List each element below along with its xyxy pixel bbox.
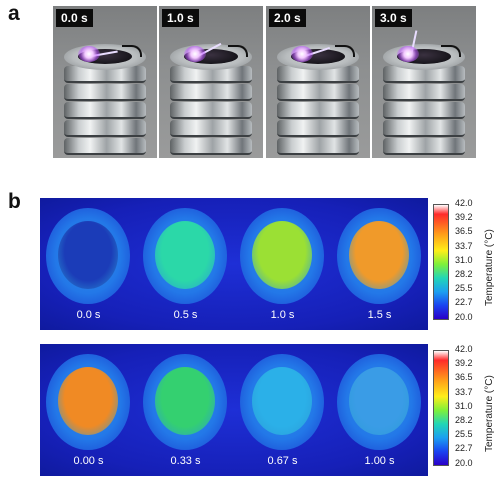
colorbar-tick: 36.5 (455, 372, 473, 383)
thermal-time-label: 1.5 s (367, 309, 392, 321)
thermal-frame: 0.67 s (234, 344, 331, 476)
colorbar-tick: 42.0 (455, 344, 473, 354)
photo-time-label: 3.0 s (375, 9, 412, 27)
magnet-disc (383, 138, 465, 155)
magnet-disc (64, 138, 146, 155)
colorbar-tick: 28.2 (455, 269, 473, 279)
magnet-disc (170, 120, 252, 137)
magnet-stack (383, 30, 465, 158)
rotation-arrow-icon (441, 45, 461, 57)
photo-frame: 1.0 s (159, 6, 263, 158)
thermal-time-label: 0.00 s (73, 455, 104, 467)
thermal-frame: 1.0 s (234, 198, 331, 330)
magnet-disc (383, 120, 465, 137)
colorbar-tick: 42.0 (455, 198, 473, 208)
colorbar-tick: 39.2 (455, 212, 473, 223)
colorbar-tick: 31.0 (455, 400, 473, 411)
laser-glow (184, 46, 206, 62)
magnet-stack (277, 44, 359, 158)
colorbar-tick: 25.5 (455, 283, 473, 294)
photo-frame: 3.0 s (372, 6, 476, 158)
thermal-time-label: 0.67 s (267, 455, 298, 467)
thermal-sample (349, 367, 409, 435)
thermal-strip-heating: 0.0 s 0.5 s 1.0 s 1.5 s (40, 198, 428, 330)
colorbar-title-cooling: Temperature (°C) (484, 375, 495, 452)
photo-time-label: 2.0 s (269, 9, 306, 27)
magnet-disc (277, 138, 359, 155)
colorbar-cooling (433, 350, 449, 466)
thermal-sample (58, 367, 118, 435)
magnet-disc (170, 138, 252, 155)
magnet-disc (170, 66, 252, 83)
magnet-disc (64, 120, 146, 137)
colorbar-tick: 22.7 (455, 297, 473, 308)
thermal-sample (58, 221, 118, 289)
magnet-disc (277, 84, 359, 101)
colorbar-tick: 31.0 (455, 254, 473, 265)
thermal-frame: 0.5 s (137, 198, 234, 330)
thermal-time-label: 0.0 s (76, 309, 101, 321)
thermal-strip-cooling: 0.00 s 0.33 s 0.67 s 1.00 s (40, 344, 428, 476)
colorbar-tick: 28.2 (455, 415, 473, 425)
colorbar-tick: 22.7 (455, 443, 473, 454)
colorbar-heating (433, 204, 449, 320)
colorbar-tick: 33.7 (455, 386, 473, 397)
panel-label-b: b (8, 190, 21, 213)
thermal-sample (252, 221, 312, 289)
laser-glow (78, 46, 100, 62)
magnet-disc (64, 84, 146, 101)
colorbar-tick: 33.7 (455, 240, 473, 251)
thermal-time-label: 0.33 s (170, 455, 201, 467)
colorbar-tick: 20.0 (455, 311, 473, 322)
colorbar-ticks-heating: 42.0 39.2 36.5 33.7 31.0 28.2 25.5 22.7 20.0 (455, 198, 485, 326)
laser-glow (397, 46, 419, 62)
magnet-disc (170, 102, 252, 119)
panel-label-a: a (8, 2, 20, 25)
thermal-time-label: 1.0 s (270, 309, 295, 321)
thermal-frame: 1.00 s (331, 344, 428, 476)
thermal-sample (252, 367, 312, 435)
magnet-disc (170, 84, 252, 101)
photo-time-label: 1.0 s (162, 9, 199, 27)
thermal-sample (349, 221, 409, 289)
thermal-time-label: 0.5 s (173, 309, 198, 321)
magnet-disc (383, 102, 465, 119)
photo-time-label: 0.0 s (56, 9, 93, 27)
magnet-stack (64, 44, 146, 158)
magnet-disc (277, 120, 359, 137)
thermal-time-label: 1.00 s (364, 455, 395, 467)
thermal-sample (155, 367, 215, 435)
magnet-disc (277, 102, 359, 119)
magnet-disc (64, 66, 146, 83)
laser-glow (291, 46, 313, 62)
magnet-disc (383, 84, 465, 101)
colorbar-tick: 20.0 (455, 457, 473, 468)
magnet-disc (277, 66, 359, 83)
magnet-stack (170, 42, 252, 158)
colorbar-ticks-cooling: 42.0 39.2 36.5 33.7 31.0 28.2 25.5 22.7 20.0 (455, 344, 485, 472)
thermal-frame: 0.33 s (137, 344, 234, 476)
thermal-sample (155, 221, 215, 289)
photo-frame: 2.0 s (266, 6, 370, 158)
magnet-disc (64, 102, 146, 119)
thermal-frame: 1.5 s (331, 198, 428, 330)
thermal-frame: 0.0 s (40, 198, 137, 330)
photo-frame: 0.0 s (53, 6, 157, 158)
colorbar-tick: 39.2 (455, 358, 473, 369)
colorbar-tick: 25.5 (455, 429, 473, 440)
colorbar-tick: 36.5 (455, 226, 473, 237)
magnet-disc (383, 66, 465, 83)
rotation-arrow-icon (122, 45, 142, 57)
rotation-arrow-icon (335, 45, 355, 57)
colorbar-title-heating: Temperature (°C) (484, 229, 495, 306)
thermal-frame: 0.00 s (40, 344, 137, 476)
rotation-arrow-icon (228, 45, 248, 57)
